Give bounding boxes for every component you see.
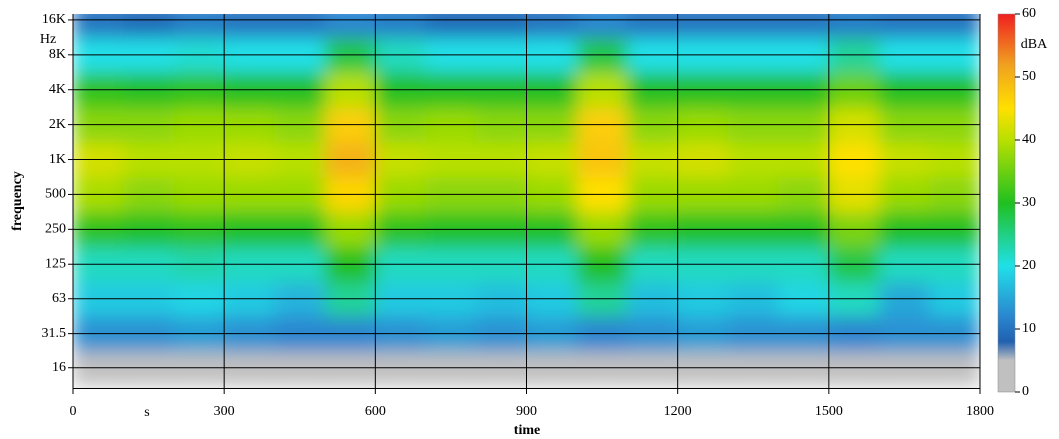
colorbar-tick-label: 0 [1022, 384, 1029, 399]
colorbar-tick-label: 50 [1022, 69, 1036, 84]
colorbar-label: dBA [1021, 37, 1048, 52]
y-tick-label: 8K [49, 47, 66, 62]
y-tick-label: 4K [49, 82, 66, 97]
x-unit: s [144, 405, 149, 420]
y-tick-label: 500 [45, 187, 66, 202]
colorbar [997, 13, 1016, 393]
x-tick-label: 1200 [664, 404, 692, 419]
y-tick-label: 16 [52, 360, 66, 375]
y-tick-label: 63 [52, 291, 66, 306]
y-unit: Hz [40, 32, 56, 47]
y-tick-label: 31.5 [42, 326, 67, 341]
x-tick-label: 600 [365, 404, 386, 419]
x-tick-label: 900 [516, 404, 537, 419]
x-tick-label: 300 [214, 404, 235, 419]
x-tick-label: 0 [70, 404, 77, 419]
y-tick-label: 2K [49, 117, 66, 132]
colorbar-tick-label: 30 [1022, 195, 1036, 210]
colorbar-tick-label: 10 [1022, 321, 1036, 336]
y-axis-label: frequency [10, 171, 25, 231]
colorbar-tick-label: 20 [1022, 258, 1036, 273]
y-tick-label: 16K [42, 12, 66, 27]
axes: 16 31.5 63 125 250 500 1K 2K 4K 8K 16K 0 300 600 900 12… [42, 12, 995, 419]
y-tick-label: 125 [45, 256, 66, 271]
x-axis-label: time [514, 423, 540, 438]
colorbar-tick-label: 60 [1022, 6, 1036, 21]
x-tick-label: 1500 [815, 404, 843, 419]
colorbar-tick-label: 40 [1022, 132, 1036, 147]
y-tick-label: 1K [49, 152, 66, 167]
y-tick-label: 250 [45, 222, 66, 237]
x-tick-label: 1800 [966, 404, 994, 419]
